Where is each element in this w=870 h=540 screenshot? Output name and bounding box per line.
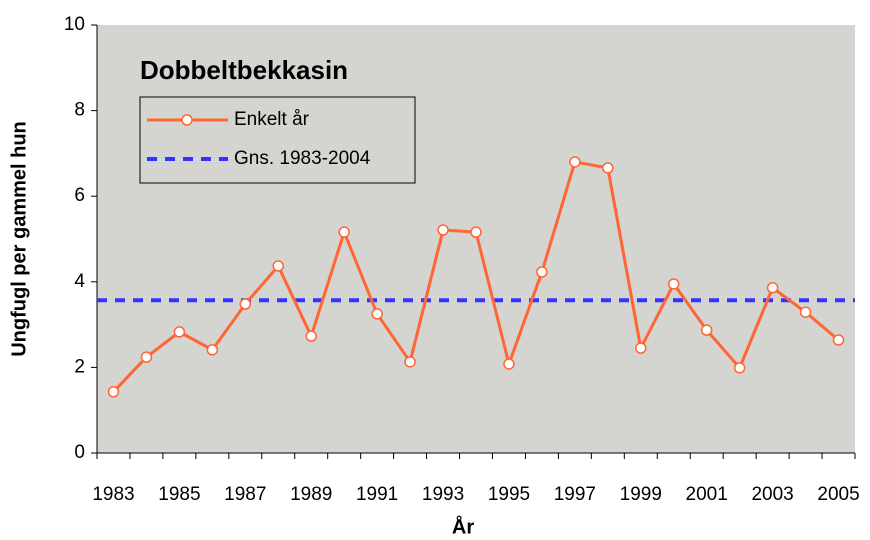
data-point xyxy=(602,162,614,174)
x-tick-label: 1983 xyxy=(92,484,134,505)
data-point xyxy=(470,226,482,238)
data-point xyxy=(503,358,515,370)
y-tick-label: 4 xyxy=(74,271,85,292)
x-tick-label: 1993 xyxy=(422,484,464,505)
legend-marker xyxy=(181,114,193,126)
x-tick-label: 1985 xyxy=(158,484,200,505)
data-point xyxy=(107,386,120,398)
data-point xyxy=(140,351,153,363)
x-tick-label: 1997 xyxy=(554,484,596,505)
x-tick-label: 2003 xyxy=(751,484,793,505)
x-tick-label: 1995 xyxy=(488,484,530,505)
plot-area xyxy=(97,25,855,453)
x-tick-label: 2001 xyxy=(686,484,728,505)
x-tick-label: 1987 xyxy=(224,484,266,505)
y-tick-label: 10 xyxy=(64,14,85,35)
data-point xyxy=(569,156,581,168)
data-point xyxy=(733,362,746,374)
data-point xyxy=(239,298,252,310)
y-tick-label: 0 xyxy=(74,442,85,463)
data-point xyxy=(272,260,285,272)
data-point xyxy=(338,226,350,238)
y-tick-label: 2 xyxy=(74,356,85,377)
data-point xyxy=(371,308,383,320)
data-point xyxy=(700,324,713,336)
x-tick-label: 2005 xyxy=(817,484,859,505)
data-point xyxy=(766,282,779,294)
data-point xyxy=(667,278,680,290)
data-point xyxy=(305,330,317,342)
legend-label: Gns. 1983-2004 xyxy=(234,148,371,169)
data-point xyxy=(206,344,219,356)
data-point xyxy=(799,306,812,318)
data-point xyxy=(635,342,647,354)
legend-label: Enkelt år xyxy=(234,109,310,130)
data-point xyxy=(404,356,416,368)
data-point xyxy=(173,326,186,338)
legend-box xyxy=(139,96,416,184)
data-point xyxy=(437,224,449,236)
data-point xyxy=(832,334,845,346)
y-tick-label: 8 xyxy=(74,100,85,121)
x-axis-label: År xyxy=(452,514,474,538)
x-tick-label: 1991 xyxy=(356,484,398,505)
data-point xyxy=(536,266,548,278)
chart-title: Dobbeltbekkasin xyxy=(140,55,348,85)
y-axis-label: Ungfugl per gammel hun xyxy=(8,121,30,357)
y-tick-label: 6 xyxy=(74,185,85,206)
x-tick-label: 1989 xyxy=(290,484,332,505)
x-tick-label: 1999 xyxy=(620,484,662,505)
